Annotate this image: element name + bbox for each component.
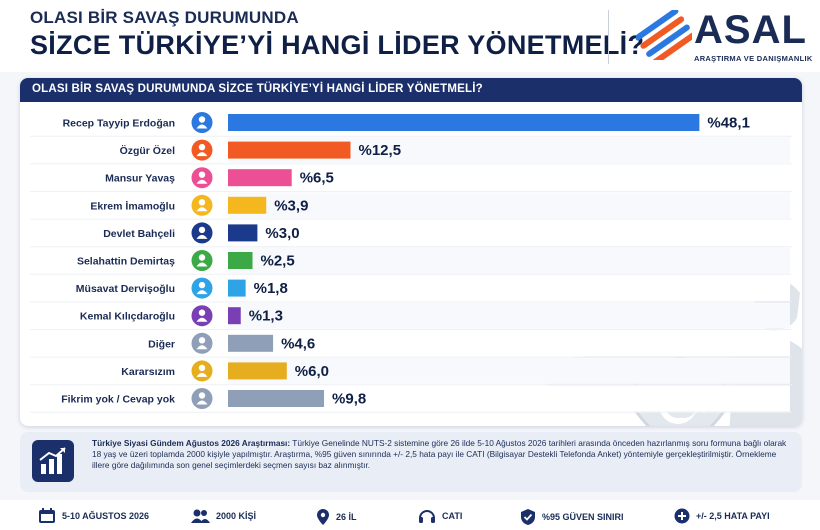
footer-item-provinces: 26 İL [316, 508, 357, 526]
person-icon-body [196, 290, 208, 295]
header-divider [608, 10, 609, 64]
person-icon-body [196, 179, 208, 184]
plus-circle-icon [674, 508, 690, 524]
methodology-heading: Türkiye Siyasi Gündem Ağustos 2026 Araşt… [92, 438, 291, 448]
bar [228, 224, 258, 242]
data-label: %12,5 [359, 142, 402, 159]
footer-label: +/- 2,5 HATA PAYI [696, 511, 770, 521]
category-label: Recep Tayyip Erdoğan [63, 118, 175, 130]
row-background [228, 357, 790, 384]
data-label: %1,8 [254, 280, 288, 297]
data-label: %6,0 [295, 363, 329, 380]
data-label: %9,8 [332, 391, 366, 408]
footer-label: %95 GÜVEN SINIRI [542, 512, 624, 522]
data-label: %2,5 [261, 253, 295, 270]
methodology-box: Türkiye Siyasi Gündem Ağustos 2026 Araşt… [20, 432, 802, 492]
footer-item-margin: +/- 2,5 HATA PAYI [674, 508, 770, 524]
person-icon-head [198, 281, 206, 289]
bar [228, 390, 325, 407]
data-label: %6,5 [300, 170, 334, 187]
footer-item-confidence: %95 GÜVEN SINIRI [520, 508, 624, 526]
people-icon [191, 509, 210, 523]
person-icon-head [198, 337, 206, 344]
page-title: SİZCE TÜRKİYE’Yİ HANGİ LİDER YÖNETMELİ? [30, 30, 645, 60]
calendar-icon [39, 508, 55, 523]
person-icon-body [196, 207, 208, 212]
person-icon-head [198, 254, 206, 261]
person-icon-body [196, 262, 208, 267]
headset-icon [419, 510, 435, 523]
footer-item-date: 5-10 AĞUSTOS 2026 [38, 508, 149, 524]
chart-title: OLASI BİR SAVAŞ DURUMUNDA SİZCE TÜRKİYE’… [32, 83, 483, 95]
footer-label: 26 İL [336, 512, 357, 522]
person-icon-body [196, 317, 208, 322]
row-background [228, 275, 790, 302]
category-label: Devlet Bahçeli [103, 228, 175, 240]
footer-label: CATI [442, 511, 463, 521]
person-icon-head [198, 309, 206, 316]
person-icon-head [198, 171, 206, 178]
row-background [228, 219, 790, 246]
footer-item-method: CATI [418, 508, 462, 524]
person-icon-head [198, 226, 206, 234]
logo-text: ASAL [694, 8, 807, 52]
asal-logo-icon [636, 10, 692, 60]
location-pin-icon [317, 509, 329, 525]
bar [228, 252, 253, 269]
methodology-text: Türkiye Siyasi Gündem Ağustos 2026 Araşt… [92, 438, 792, 472]
data-label: %4,6 [281, 335, 315, 352]
person-icon-head [198, 364, 206, 372]
data-label: %3,0 [265, 225, 299, 242]
category-label: Kemal Kılıçdaroğlu [80, 311, 175, 323]
category-label: Özgür Özel [120, 144, 176, 157]
bar [228, 307, 241, 325]
person-icon-body [196, 345, 208, 350]
person-icon-head [198, 116, 206, 123]
category-label: Müsavat Dervişoğlu [76, 283, 175, 295]
header-sup-title: OLASI BİR SAVAŞ DURUMUNDA [30, 8, 299, 27]
logo-subtitle: ARAŞTIRMA VE DANIŞMANLIK [694, 54, 813, 63]
person-icon-head [198, 199, 206, 206]
category-label: Mansur Yavaş [105, 173, 175, 185]
header: OLASI BİR SAVAŞ DURUMUNDA SİZCE TÜRKİYE’… [0, 0, 820, 72]
footer: 5-10 AĞUSTOS 2026 2000 KİŞİ 26 İL CATI %… [0, 500, 820, 530]
bar-chart: Recep Tayyip Erdoğan %48,1 Özgür Özel %12,5… [30, 109, 792, 413]
row-background [228, 164, 790, 191]
category-label: Diğer [148, 338, 175, 350]
person-icon-head [198, 392, 206, 399]
person-icon-head [198, 143, 206, 151]
bar [228, 114, 700, 131]
chart-card: OLASI BİR SAVAŞ DURUMUNDA SİZCE TÜRKİYE’… [20, 78, 802, 426]
bar [228, 141, 351, 159]
bar [228, 334, 274, 352]
row-background [228, 247, 790, 274]
category-label: Selahattin Demirtaş [77, 256, 175, 268]
shield-check-icon [521, 509, 535, 525]
footer-label: 2000 KİŞİ [216, 511, 257, 521]
footer-item-sample: 2000 KİŞİ [190, 508, 256, 524]
data-label: %1,3 [249, 308, 283, 325]
bar-chart-trend-icon [32, 440, 74, 482]
methodology-body: Türkiye Genelinde NUTS-2 sistemine göre … [92, 438, 787, 471]
data-label: %3,9 [274, 197, 308, 214]
bar [228, 362, 287, 380]
category-label: Ekrem İmamoğlu [90, 199, 175, 212]
bar [228, 169, 292, 187]
chart-title-bar: OLASI BİR SAVAŞ DURUMUNDA SİZCE TÜRKİYE’… [20, 78, 802, 102]
person-icon-body [196, 152, 208, 157]
person-icon-body [196, 400, 208, 405]
category-label: Fikrim yok / Cevap yok [61, 394, 175, 406]
row-background [228, 192, 790, 219]
bar [228, 196, 267, 214]
category-label: Kararsızım [121, 366, 175, 378]
footer-label: 5-10 AĞUSTOS 2026 [62, 511, 150, 521]
bar [228, 279, 246, 297]
person-icon-body [196, 124, 208, 129]
person-icon-body [196, 372, 208, 377]
row-background [228, 330, 790, 357]
data-label: %48,1 [707, 115, 750, 132]
person-icon-body [196, 234, 208, 239]
row-background [228, 302, 790, 329]
